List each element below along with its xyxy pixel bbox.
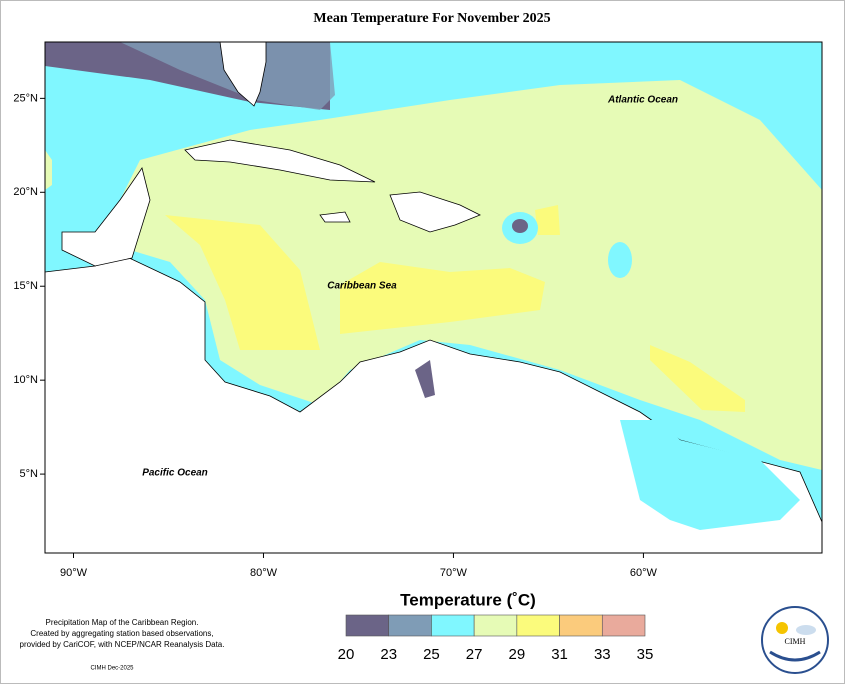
credit: CIMH Dec-2025 xyxy=(90,666,134,672)
legend-tick-label: 29 xyxy=(509,646,526,663)
y-tick-label: 10°N xyxy=(13,374,38,386)
legend-tick-label: 33 xyxy=(594,646,611,663)
zone-31 xyxy=(535,205,560,235)
y-tick-label: 5°N xyxy=(20,468,39,480)
logo-text: CIMH xyxy=(785,637,806,646)
land xyxy=(389,191,481,233)
x-tick-label: 60°W xyxy=(630,567,658,579)
land xyxy=(319,211,351,223)
legend-swatch xyxy=(559,614,603,637)
legend-swatch xyxy=(431,614,475,637)
map: Atlantic Ocean Caribbean Sea Pacific Oce… xyxy=(13,41,823,579)
legend-title: Temperature (˚C) xyxy=(400,590,536,609)
ocean-label: Caribbean Sea xyxy=(327,281,397,292)
legend-swatch xyxy=(601,614,646,637)
logo-cloud xyxy=(796,625,816,635)
legend-tick-label: 20 xyxy=(338,646,355,663)
zone-27 xyxy=(620,420,800,530)
y-tick-label: 20°N xyxy=(13,186,38,198)
legend-tick-label: 27 xyxy=(466,646,483,663)
legend-swatch xyxy=(516,614,560,637)
logo-wave xyxy=(769,650,821,662)
zone-20 xyxy=(415,360,435,398)
land xyxy=(45,255,822,553)
land xyxy=(61,167,151,267)
ocean-label: Atlantic Ocean xyxy=(607,95,678,106)
x-tick-label: 70°W xyxy=(440,567,468,579)
footer-line: Precipitation Map of the Caribbean Regio… xyxy=(46,618,199,627)
zone-20 xyxy=(512,219,528,233)
legend: 20 23 25 27 29 31 33 35 xyxy=(338,614,654,663)
ocean-label: Pacific Ocean xyxy=(142,468,208,479)
footer-line: Created by aggregating station based obs… xyxy=(30,629,213,638)
map-border xyxy=(44,41,823,554)
land xyxy=(219,42,267,107)
legend-tick-label: 25 xyxy=(423,646,440,663)
footer-line: provided by CariCOF, with NCEP/NCAR Rean… xyxy=(20,640,225,649)
land xyxy=(184,139,376,183)
title: Mean Temperature For November 2025 xyxy=(313,11,550,26)
logo-sun xyxy=(776,622,788,634)
legend-tick-label: 35 xyxy=(637,646,654,663)
legend-swatch xyxy=(473,614,518,637)
zone-31 xyxy=(650,345,745,412)
zone-29 xyxy=(45,150,52,190)
y-tick-label: 25°N xyxy=(13,92,38,104)
zone-27 xyxy=(608,242,632,278)
logo: CIMH xyxy=(761,606,829,674)
zone-31 xyxy=(340,262,545,334)
x-tick-label: 90°W xyxy=(60,567,88,579)
legend-swatch xyxy=(388,614,432,637)
legend-tick-label: 23 xyxy=(380,646,397,663)
y-tick-label: 15°N xyxy=(13,280,38,292)
zone-31 xyxy=(165,215,320,350)
legend-tick-label: 31 xyxy=(551,646,568,663)
legend-swatch xyxy=(345,614,390,637)
x-tick-label: 80°W xyxy=(250,567,278,579)
